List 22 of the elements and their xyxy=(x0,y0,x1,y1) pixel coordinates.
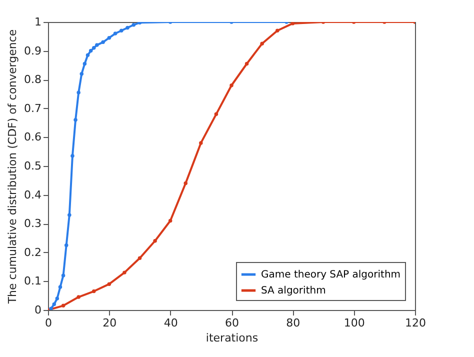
legend-label: Game theory SAP algorithm xyxy=(261,270,401,280)
y-tick-label: 0.5 xyxy=(24,160,42,172)
y-tick-label: 0.3 xyxy=(24,217,42,230)
y-tick-label: 0.1 xyxy=(24,274,42,288)
y-tick-label: 0.6 xyxy=(24,130,42,144)
x-tick-label: 120 xyxy=(405,316,426,330)
x-tick-label: 40 xyxy=(164,316,178,330)
y-tick-label: 0.8 xyxy=(24,73,42,86)
x-tick-label: 100 xyxy=(344,316,365,330)
y-tick-label: 0.4 xyxy=(24,188,42,202)
x-tick-label: 60 xyxy=(225,316,239,330)
y-tick-label: 0 xyxy=(34,304,42,316)
x-tick-label: 80 xyxy=(286,316,300,330)
y-axis-title: The cumulative distribution (CDF) of convergence xyxy=(6,29,20,305)
legend-label: SA algorithm xyxy=(261,286,326,296)
x-tick-label: 20 xyxy=(102,316,117,330)
y-tick-label: 1 xyxy=(34,16,42,28)
y-tick-label: 0.7 xyxy=(24,102,42,115)
y-tick-label: 0.2 xyxy=(24,246,42,259)
x-axis-title: iterations xyxy=(206,332,258,344)
x-tick-label: 0 xyxy=(45,316,52,330)
y-tick-label: 0.9 xyxy=(24,44,42,58)
